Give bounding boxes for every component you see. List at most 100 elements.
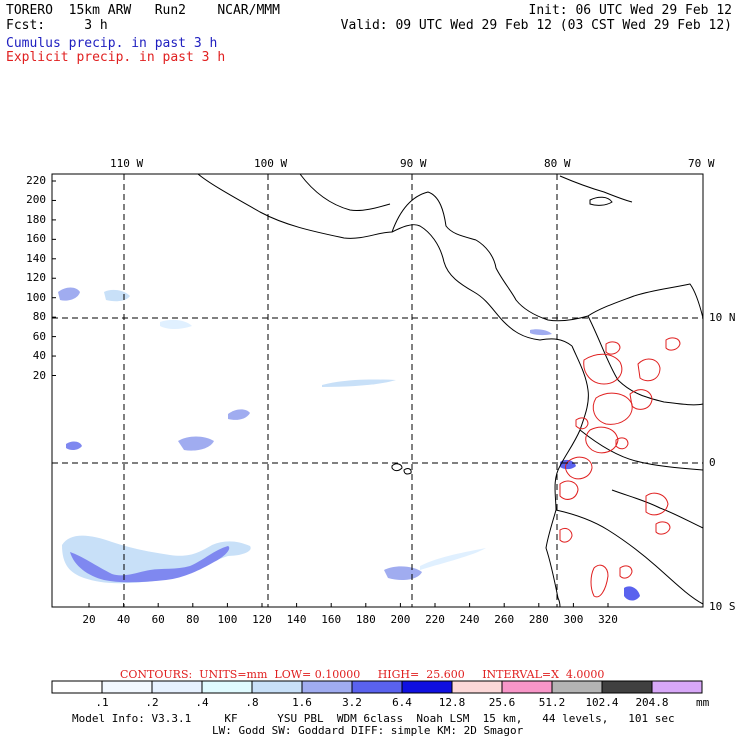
colorbar-swatch — [601, 680, 653, 694]
x-tick-label: 60 — [151, 613, 165, 626]
colorbar-label: 12.8 — [438, 696, 466, 709]
contour-9 — [655, 521, 671, 535]
y-tick-label: 200 — [26, 193, 46, 207]
x-tick-label: 20 — [82, 613, 96, 626]
colorbar-swatch — [551, 680, 603, 694]
yucatan-coast — [391, 191, 477, 241]
colorbar-swatch — [101, 680, 153, 694]
x-tick-label: 160 — [321, 613, 342, 626]
andes-border-1 — [587, 315, 704, 406]
contours-info: CONTOURS: UNITS=mm LOW= 0.10000 HIGH= 25… — [120, 668, 605, 681]
y-tick-label: 20 — [32, 368, 46, 382]
colorbar-swatch — [201, 680, 253, 694]
colorbar-swatch — [301, 680, 353, 694]
cumulus-area-coast — [560, 459, 576, 470]
cumulus-area-small — [66, 441, 82, 451]
x-tick-label: 200 — [390, 613, 411, 626]
andes-border-3 — [555, 509, 704, 605]
x-tick-label: 220 — [425, 613, 445, 626]
x-tick-label: 280 — [528, 613, 549, 626]
header-forecast-hour: Fcst: 3 h — [6, 18, 108, 33]
y-tick-label: 60 — [32, 329, 46, 343]
lon-label-80w: 80 W — [544, 157, 571, 170]
lon-label-100w: 100 W — [254, 157, 288, 170]
contour-4 — [565, 456, 593, 480]
cumulus-area-strip — [322, 379, 396, 387]
x-tick-label: 320 — [598, 613, 618, 626]
cumulus-area-panama — [530, 329, 552, 336]
cumulus-area-faint-2 — [160, 319, 192, 329]
cumulus-area-north — [58, 287, 80, 301]
colorbar-swatch — [651, 680, 703, 694]
legend-cumulus: Cumulus precip. in past 3 h — [6, 36, 218, 51]
contour-12 — [605, 341, 621, 355]
colorbar-label: 25.6 — [488, 696, 516, 709]
y-tick-label: 80 — [32, 310, 46, 324]
legend-explicit: Explicit precip. in past 3 h — [6, 50, 226, 65]
x-tick-label: 300 — [563, 613, 584, 626]
contour-2 — [592, 392, 633, 425]
contour-1 — [583, 353, 623, 385]
x-tick-label: 140 — [286, 613, 307, 626]
x-tick-label: 240 — [459, 613, 480, 626]
lon-label-110w: 110 W — [110, 157, 144, 170]
central-america-coast — [197, 173, 573, 347]
tick-marks — [52, 180, 609, 607]
colorbar-label: .1 — [95, 696, 109, 709]
south-america-north-coast — [587, 283, 704, 319]
model-info-line-2: LW: Godd SW: Goddard DIFF: simple KM: 2D… — [212, 724, 524, 737]
colorbar-label: 102.4 — [585, 696, 619, 709]
header-init-time: Init: 06 UTC Wed 29 Feb 12 — [528, 3, 733, 18]
colorbar-label: 6.4 — [392, 696, 412, 709]
model-info-line-1: Model Info: V3.3.1 KF YSU PBL WDM 6class… — [72, 712, 675, 725]
cumulus-area-mid — [178, 436, 214, 451]
galapagos-1 — [391, 463, 403, 472]
cumulus-area-sw-core — [70, 546, 230, 583]
coastlines — [197, 173, 704, 608]
colorbar-swatch — [501, 680, 553, 694]
contour-15 — [575, 417, 589, 430]
hispaniola-outline — [589, 196, 613, 206]
colorbar-label: 51.2 — [538, 696, 566, 709]
y-tick-label: 180 — [26, 212, 46, 226]
x-tick-label: 180 — [355, 613, 376, 626]
x-tick-label: 120 — [252, 613, 272, 626]
explicit-precip-contours — [559, 337, 681, 598]
y-tick-label: 220 — [26, 174, 46, 187]
y-tick-label: 160 — [26, 232, 46, 246]
cumulus-area-sw — [62, 535, 251, 584]
contour-11 — [559, 527, 573, 543]
y-tick-label: 100 — [26, 290, 46, 304]
colorbar-swatch — [451, 680, 503, 694]
colorbar-swatch — [401, 680, 453, 694]
y-tick-label: 120 — [26, 271, 46, 285]
colorbar-unit: mm — [696, 696, 710, 709]
cuba-outline — [559, 175, 633, 203]
header-title: TORERO 15km ARW Run2 NCAR/MMM — [6, 3, 280, 18]
colorbar-label: .8 — [245, 696, 259, 709]
colorbar-swatch — [351, 680, 403, 694]
lat-label-10s: 10 S — [709, 600, 736, 613]
colorbar-label: 204.8 — [635, 696, 669, 709]
colorbar-label: 1.6 — [292, 696, 312, 709]
colombia-pacific-coast — [545, 345, 589, 608]
colorbar-label: 3.2 — [342, 696, 362, 709]
andes-border-2 — [579, 429, 704, 471]
contour-7 — [629, 389, 653, 410]
contour-5 — [559, 480, 579, 500]
graticule — [52, 174, 703, 607]
y-tick-label: 40 — [32, 349, 46, 363]
colorbar-label: .2 — [145, 696, 159, 709]
x-tick-label: 80 — [186, 613, 200, 626]
lat-label-10n: 10 N — [709, 311, 736, 324]
gulf-coast — [299, 173, 391, 211]
colorbar-swatch — [151, 680, 203, 694]
contour-3 — [585, 426, 619, 454]
caribbean-coast — [475, 239, 589, 322]
colorbar-label: .4 — [195, 696, 209, 709]
x-tick-label: 100 — [217, 613, 238, 626]
lon-label-70w: 70 W — [688, 157, 715, 170]
galapagos-2 — [403, 468, 412, 475]
contour-13 — [619, 565, 633, 579]
